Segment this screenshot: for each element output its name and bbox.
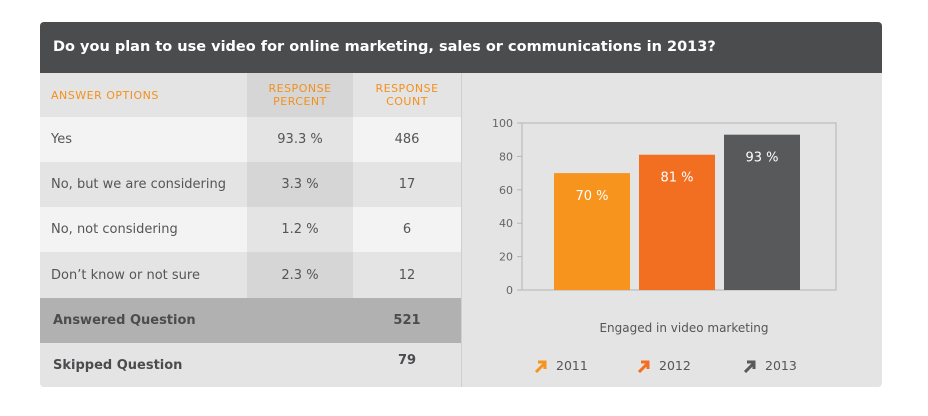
- response-percent: 93.3 %: [247, 117, 353, 162]
- response-count: 486: [394, 132, 420, 147]
- skipped-question-row: Skipped Question 79: [40, 343, 461, 387]
- column-header-response-count: RESPONSE COUNT: [375, 82, 439, 108]
- legend-item-2012: 2012: [637, 358, 691, 373]
- y-tick-label: 80: [499, 150, 513, 163]
- answered-question-label: Answered Question: [53, 313, 196, 328]
- data-label: 81 %: [660, 171, 693, 186]
- skipped-question-count: 79: [397, 353, 417, 368]
- y-tick-label: 40: [499, 217, 513, 230]
- y-tick-label: 0: [506, 284, 513, 297]
- answer-option: No, but we are considering: [51, 177, 227, 192]
- answered-question-row: Answered Question 521: [40, 298, 461, 343]
- bar-2011: [554, 173, 630, 290]
- y-tick-label: 60: [499, 184, 513, 197]
- y-tick-label: 100: [492, 117, 513, 130]
- response-count: 6: [402, 222, 412, 237]
- table-row: Don’t know or not sure 2.3 % 12: [40, 252, 461, 298]
- table-header-row: ANSWER OPTIONS RESPONSE PERCENT RESPONSE…: [40, 73, 461, 117]
- legend-label: 2011: [556, 358, 588, 373]
- data-label: 93 %: [745, 151, 778, 166]
- arrow-up-right-icon: [637, 360, 650, 373]
- column-header-answer-options: ANSWER OPTIONS: [51, 88, 159, 102]
- bar-2012: [639, 154, 715, 290]
- data-label: 70 %: [575, 189, 608, 204]
- response-percent: 3.3 %: [247, 162, 353, 207]
- table-row: No, not considering 1.2 % 6: [40, 207, 461, 252]
- answered-question-count: 521: [393, 313, 421, 328]
- bar-chart: 0 20 40 60 80 100 70 % 81 % 93 % Engaged in video…: [492, 117, 837, 335]
- skipped-question-label: Skipped Question: [53, 357, 183, 373]
- x-axis-label: Engaged in video marketing: [599, 321, 768, 335]
- bar-chart-panel: 0 20 40 60 80 100 70 % 81 % 93 % Engaged in video…: [461, 73, 882, 387]
- page-title: Do you plan to use video for online mark…: [40, 22, 882, 73]
- bar-2013: [724, 134, 800, 290]
- legend-item-2013: 2013: [743, 358, 797, 373]
- legend-label: 2013: [765, 358, 797, 373]
- response-count: 12: [398, 267, 416, 283]
- response-count: 17: [398, 177, 416, 192]
- y-tick-label: 20: [499, 251, 513, 264]
- answer-option: Yes: [51, 132, 72, 147]
- response-percent: 1.2 %: [247, 207, 353, 252]
- answer-option: No, not considering: [51, 222, 178, 237]
- legend-label: 2012: [659, 358, 691, 373]
- table-row: No, but we are considering 3.3 % 17: [40, 162, 461, 207]
- arrow-up-right-icon: [534, 360, 547, 373]
- response-percent: 2.3 %: [247, 252, 353, 298]
- answer-option: Don’t know or not sure: [51, 267, 200, 283]
- survey-card: Do you plan to use video for online mark…: [40, 22, 882, 387]
- legend-item-2011: 2011: [534, 358, 588, 373]
- column-header-response-percent: RESPONSE PERCENT: [247, 73, 353, 117]
- arrow-up-right-icon: [743, 360, 756, 373]
- table-row: Yes 93.3 % 486: [40, 117, 461, 162]
